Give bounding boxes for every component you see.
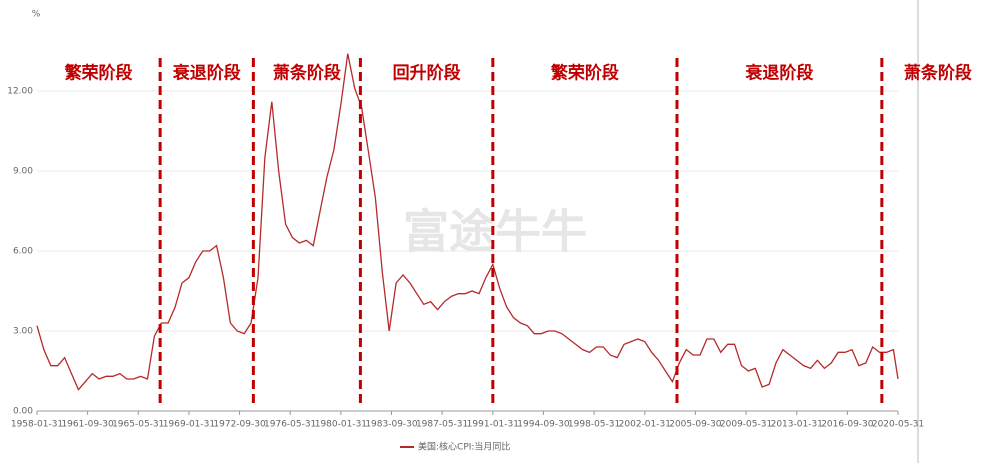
y-tick-label: 3.00 bbox=[13, 327, 33, 337]
phase-label: 衰退阶段 bbox=[744, 63, 813, 84]
x-tick-label: 1998-05-31 bbox=[568, 420, 620, 430]
phase-label: 萧条阶段 bbox=[904, 63, 972, 84]
x-tick-label: 1976-05-31 bbox=[264, 420, 316, 430]
x-tick-label: 1987-05-31 bbox=[416, 420, 468, 430]
phase-label: 萧条阶段 bbox=[273, 63, 341, 84]
phase-label: 繁荣阶段 bbox=[64, 63, 133, 84]
legend-label: 美国:核心CPI:当月同比 bbox=[418, 441, 510, 453]
x-tick-label: 1958-01-31 bbox=[11, 420, 63, 430]
x-tick-label: 2020-05-31 bbox=[872, 420, 924, 430]
watermark: 富途牛牛 bbox=[403, 205, 587, 259]
y-tick-label: 6.00 bbox=[13, 247, 33, 257]
phase-label: 繁荣阶段 bbox=[550, 63, 619, 84]
x-tick-label: 1965-05-31 bbox=[112, 420, 164, 430]
x-tick-label: 2016-09-30 bbox=[821, 420, 874, 430]
x-tick-label: 1961-09-30 bbox=[61, 420, 114, 430]
x-tick-label: 1980-01-31 bbox=[315, 420, 367, 430]
x-tick-label: 1983-09-30 bbox=[365, 420, 418, 430]
y-tick-label: 12.00 bbox=[7, 87, 33, 97]
y-tick-label: 0.00 bbox=[13, 407, 33, 417]
x-tick-label: 2013-01-31 bbox=[771, 420, 823, 430]
y-tick-label: 9.00 bbox=[13, 167, 33, 177]
x-tick-label: 2009-05-31 bbox=[720, 420, 772, 430]
line bbox=[36, 53, 899, 391]
y-unit: % bbox=[32, 10, 41, 20]
x-tick-label: 1991-01-31 bbox=[467, 420, 519, 430]
x-tick-label: 1972-09-30 bbox=[213, 420, 266, 430]
phase-label: 回升阶段 bbox=[393, 63, 461, 84]
x-tick-label: 2002-01-31 bbox=[619, 420, 671, 430]
phase-label: 衰退阶段 bbox=[172, 63, 241, 84]
x-tick-label: 1969-01-31 bbox=[163, 420, 215, 430]
x-tick-label: 2005-09-30 bbox=[669, 420, 722, 430]
x-tick-label: 1994-09-30 bbox=[517, 420, 570, 430]
